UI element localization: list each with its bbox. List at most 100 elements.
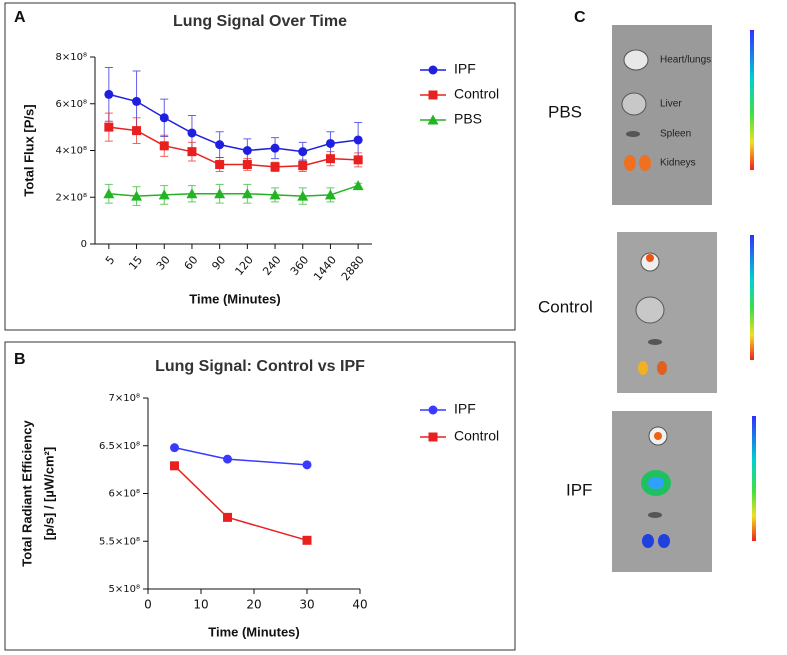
chart-title: Lung Signal Over Time (173, 13, 347, 30)
organ (635, 296, 665, 324)
marker (104, 122, 114, 132)
legend-label: PBS (454, 111, 482, 127)
marker (215, 140, 225, 150)
marker (428, 432, 438, 442)
organ (648, 512, 662, 518)
image-pbs (612, 25, 712, 205)
organ-label: Kidneys (660, 158, 696, 169)
x-tick-label: 90 (209, 254, 228, 273)
marker (427, 114, 439, 125)
x-tick-label: 30 (299, 598, 314, 612)
group-label: PBS (548, 102, 582, 121)
y-axis-label: [p/s] / [µW/cm²] (41, 447, 56, 540)
marker (325, 138, 335, 148)
y-tick-label: 5×10⁸ (109, 584, 140, 595)
marker (186, 188, 198, 199)
legend-label: Control (454, 86, 499, 102)
y-tick-label: 6.5×10⁸ (99, 441, 140, 452)
marker (428, 405, 438, 415)
organ (654, 432, 662, 440)
marker (302, 535, 312, 545)
marker (325, 154, 335, 164)
marker (241, 188, 253, 199)
x-tick-label: 30 (154, 254, 173, 273)
marker (269, 189, 281, 200)
x-tick-label: 1440 (311, 254, 339, 284)
series-line (174, 446, 308, 466)
marker (242, 146, 252, 155)
marker (242, 160, 252, 170)
series-line (108, 93, 359, 153)
series-line (108, 126, 359, 168)
marker (187, 147, 197, 157)
y-tick-label: 7×10⁸ (109, 393, 140, 404)
y-tick-label: 0 (81, 239, 87, 250)
marker (131, 190, 143, 201)
marker (353, 135, 363, 145)
marker (170, 461, 179, 471)
marker (215, 160, 225, 170)
organ (624, 155, 636, 171)
x-tick-label: 20 (246, 598, 261, 612)
legend-label: Control (454, 428, 499, 444)
chart-title: Lung Signal: Control vs IPF (155, 358, 365, 375)
organ (648, 477, 664, 489)
organ-label: Heart/lungs (660, 55, 711, 66)
x-tick-label: 240 (260, 254, 283, 278)
organ (646, 254, 654, 262)
legend-label: IPF (454, 61, 476, 77)
organ (642, 534, 654, 548)
colorbar (750, 30, 754, 170)
marker (297, 190, 309, 201)
marker (270, 143, 280, 153)
y-tick-label: 5.5×10⁸ (99, 536, 140, 547)
marker (428, 90, 438, 100)
y-axis-label: Total Radiant Efficiency (19, 420, 34, 567)
organ (626, 131, 640, 137)
marker (298, 147, 308, 157)
colorbar (750, 235, 754, 360)
panel-b-frame (4, 341, 516, 651)
marker (132, 126, 142, 136)
y-tick-label: 6×10⁸ (56, 99, 87, 110)
organ (638, 361, 648, 375)
marker (428, 65, 438, 75)
x-tick-label: 40 (352, 598, 367, 612)
marker (352, 180, 364, 191)
organ-label: Liver (660, 99, 682, 110)
organ (639, 155, 651, 171)
x-tick-label: 0 (144, 598, 152, 612)
marker (103, 188, 115, 199)
x-axis-label: Time (Minutes) (189, 291, 281, 306)
marker (159, 141, 169, 151)
marker (270, 162, 280, 172)
marker (187, 128, 197, 138)
panel-letter: A (14, 9, 26, 26)
x-tick-label: 60 (182, 254, 201, 273)
marker (159, 113, 169, 123)
panel-a-frame (4, 2, 516, 331)
panel-letter: B (14, 351, 26, 368)
y-tick-label: 8×10⁸ (56, 52, 87, 63)
legend-label: IPF (454, 401, 476, 417)
group-label: IPF (566, 480, 592, 499)
marker (324, 189, 336, 200)
organ (623, 49, 649, 71)
series-line (108, 184, 359, 197)
y-tick-label: 2×10⁸ (56, 192, 87, 203)
marker (214, 188, 226, 199)
marker (298, 161, 308, 171)
x-tick-label: 5 (103, 254, 117, 268)
x-tick-label: 10 (193, 598, 208, 612)
panel-letter: C (574, 9, 586, 26)
panel-c-images: Heart/lungs Liver Spleen Kidneys (612, 25, 756, 572)
organ (657, 361, 667, 375)
group-label: Control (538, 297, 593, 316)
organ-label: Spleen (660, 129, 691, 140)
y-axis-label: Total Flux [P/s] (21, 104, 36, 196)
marker (302, 460, 312, 470)
marker (223, 512, 232, 522)
x-tick-label: 2880 (339, 254, 367, 284)
series-line (173, 465, 308, 542)
